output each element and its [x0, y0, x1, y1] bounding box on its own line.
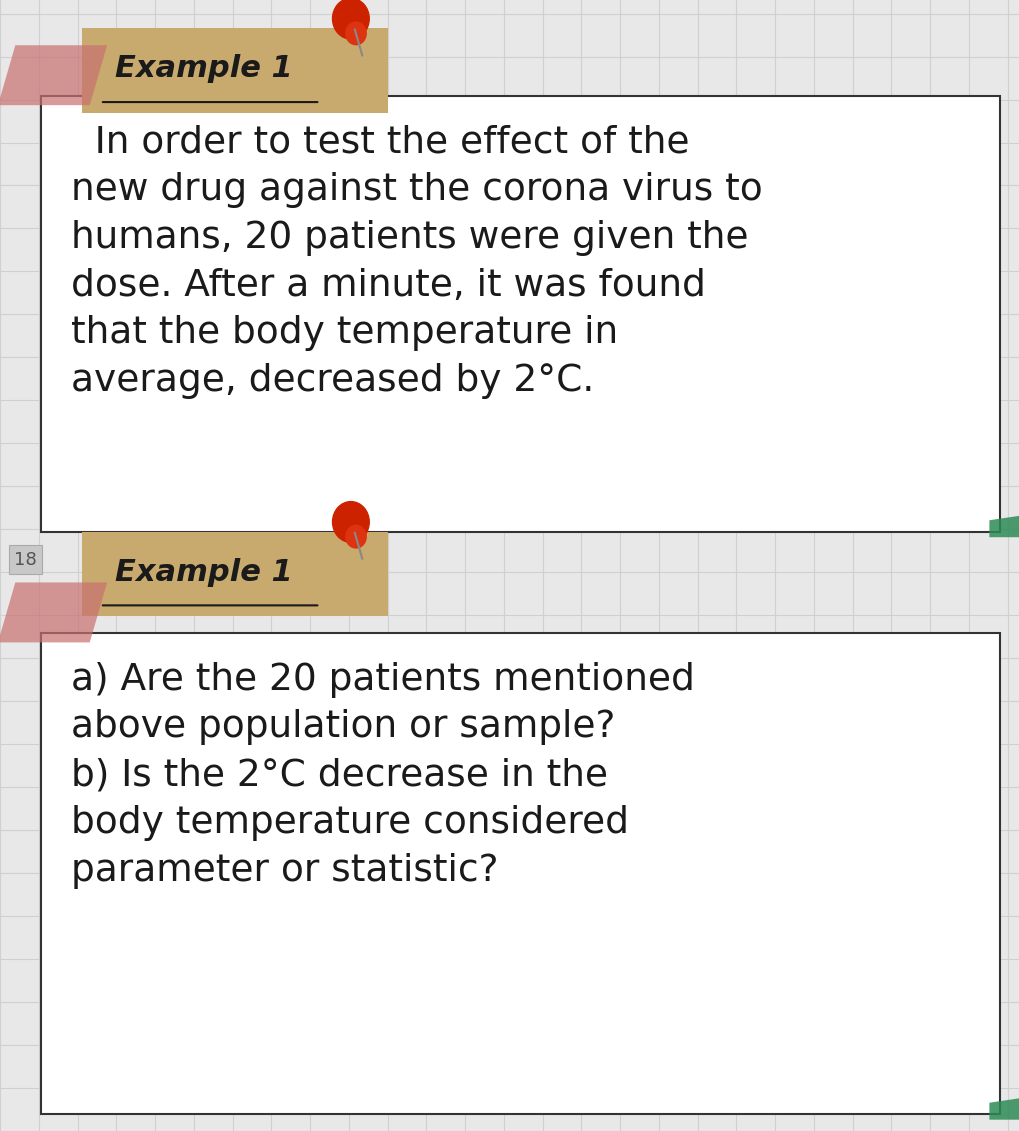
- Text: Example 1: Example 1: [115, 558, 292, 587]
- Text: In order to test the effect of the
new drug against the corona virus to
humans, : In order to test the effect of the new d…: [71, 124, 762, 399]
- FancyBboxPatch shape: [82, 532, 387, 616]
- Circle shape: [332, 502, 369, 543]
- Text: 18: 18: [14, 551, 37, 569]
- FancyBboxPatch shape: [41, 96, 999, 532]
- Polygon shape: [988, 511, 1019, 537]
- Circle shape: [345, 525, 366, 547]
- Text: a) Are the 20 patients mentioned
above population or sample?
b) Is the 2°C decre: a) Are the 20 patients mentioned above p…: [71, 662, 695, 889]
- Polygon shape: [0, 45, 107, 105]
- Polygon shape: [0, 582, 107, 642]
- FancyBboxPatch shape: [41, 633, 999, 1114]
- Text: Example 1: Example 1: [115, 54, 292, 84]
- Circle shape: [345, 21, 366, 44]
- Circle shape: [332, 0, 369, 38]
- FancyBboxPatch shape: [82, 28, 387, 113]
- Polygon shape: [988, 1094, 1019, 1120]
